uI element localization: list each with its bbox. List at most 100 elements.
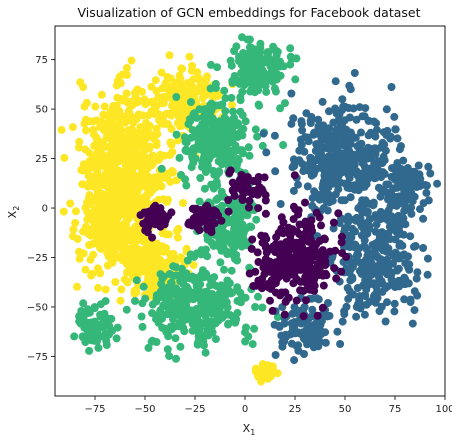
scatter-point-blue [324, 178, 332, 187]
scatter-point-purple [260, 270, 269, 278]
scatter-point-yellow [116, 225, 125, 234]
scatter-point-green [169, 271, 178, 280]
scatter-point-green [246, 222, 255, 231]
scatter-point-blue [366, 249, 375, 258]
scatter-point-green [212, 195, 221, 204]
scatter-point-yellow [192, 86, 201, 94]
scatter-point-green [187, 314, 196, 323]
scatter-point-yellow [122, 89, 131, 98]
scatter-point-green [222, 310, 231, 319]
scatter-point-purple [258, 238, 267, 247]
scatter-point-green [76, 319, 85, 328]
scatter-point-blue [318, 136, 327, 145]
scatter-point-yellow [93, 213, 102, 222]
scatter-point-green [239, 67, 248, 76]
scatter-point-green [83, 323, 92, 332]
scatter-point-purple [292, 266, 300, 275]
scatter-point-yellow [201, 91, 210, 100]
scatter-point-blue [391, 235, 400, 244]
scatter-point-yellow [96, 238, 105, 247]
scatter-point-blue [414, 161, 423, 170]
scatter-point-yellow [130, 88, 139, 97]
scatter-point-purple [210, 206, 219, 215]
scatter-point-yellow [189, 75, 198, 84]
scatter-point-purple [261, 191, 270, 200]
scatter-point-green [180, 272, 189, 280]
scatter-point-purple [308, 238, 317, 247]
scatter-point-yellow [152, 239, 161, 248]
scatter-point-green [236, 210, 245, 219]
scatter-point-green [192, 327, 201, 336]
scatter-point-blue [324, 299, 332, 307]
scatter-point-purple [294, 238, 303, 247]
scatter-point-purple [329, 218, 338, 227]
scatter-point-blue [270, 131, 279, 140]
scatter-point-green [251, 125, 260, 134]
scatter-point-yellow [83, 208, 92, 217]
scatter-point-green [197, 250, 206, 259]
scatter-point-blue [361, 256, 370, 264]
scatter-point-green [200, 184, 209, 193]
scatter-point-blue [334, 185, 343, 194]
scatter-point-blue [389, 197, 398, 206]
scatter-point-yellow [136, 263, 145, 272]
scatter-point-green [219, 242, 228, 251]
scatter-point-purple [156, 204, 165, 213]
scatter-point-yellow [193, 68, 202, 77]
scatter-point-green [244, 332, 253, 341]
scatter-point-green [152, 315, 160, 324]
scatter-point-green [271, 55, 279, 64]
scatter-point-yellow [117, 285, 126, 294]
scatter-point-blue [274, 321, 283, 330]
scatter-point-purple [143, 228, 152, 237]
scatter-point-yellow [60, 153, 69, 162]
scatter-point-purple [245, 269, 254, 278]
scatter-point-yellow [189, 261, 198, 270]
scatter-point-yellow [163, 73, 172, 81]
scatter-point-blue [384, 282, 392, 291]
scatter-point-green [158, 314, 166, 323]
scatter-point-yellow [138, 87, 146, 96]
scatter-point-yellow [251, 367, 260, 376]
scatter-point-yellow [168, 148, 177, 156]
scatter-point-green [230, 47, 239, 55]
scatter-point-green [266, 62, 275, 71]
scatter-point-yellow [167, 140, 176, 149]
scatter-point-yellow [185, 52, 194, 61]
scatter-point-green [198, 158, 207, 167]
scatter-point-green [214, 168, 223, 177]
scatter-point-green [220, 157, 228, 166]
scatter-point-yellow [90, 230, 99, 238]
scatter-point-yellow [89, 125, 98, 134]
scatter-point-green [268, 69, 277, 78]
scatter-point-blue [372, 126, 381, 134]
scatter-point-green [254, 100, 263, 109]
scatter-point-green [228, 240, 237, 249]
scatter-point-yellow [116, 132, 125, 141]
scatter-point-blue [395, 227, 404, 235]
scatter-point-yellow [109, 156, 118, 165]
scatter-point-yellow [176, 122, 185, 131]
scatter-point-purple [319, 281, 328, 290]
scatter-point-blue [309, 170, 318, 178]
y-tick-label: 75 [35, 55, 48, 66]
scatter-point-yellow [103, 112, 112, 121]
scatter-point-green [189, 110, 198, 119]
scatter-point-green [70, 332, 79, 341]
scatter-point-purple [302, 296, 310, 305]
scatter-point-yellow [118, 243, 127, 252]
y-tick-label: 50 [35, 105, 48, 116]
scatter-point-green [227, 93, 236, 102]
y-axis-label-main: X [6, 210, 19, 218]
scatter-point-blue [365, 215, 374, 224]
scatter-point-purple [316, 257, 325, 266]
scatter-point-purple [300, 258, 309, 267]
scatter-point-blue [338, 317, 347, 326]
scatter-point-green [221, 94, 230, 103]
scatter-point-green [183, 256, 192, 265]
scatter-point-green [251, 303, 260, 311]
scatter-point-yellow [167, 124, 176, 133]
scatter-points [57, 33, 442, 386]
scatter-point-blue [410, 242, 418, 251]
scatter-point-blue [394, 276, 403, 285]
